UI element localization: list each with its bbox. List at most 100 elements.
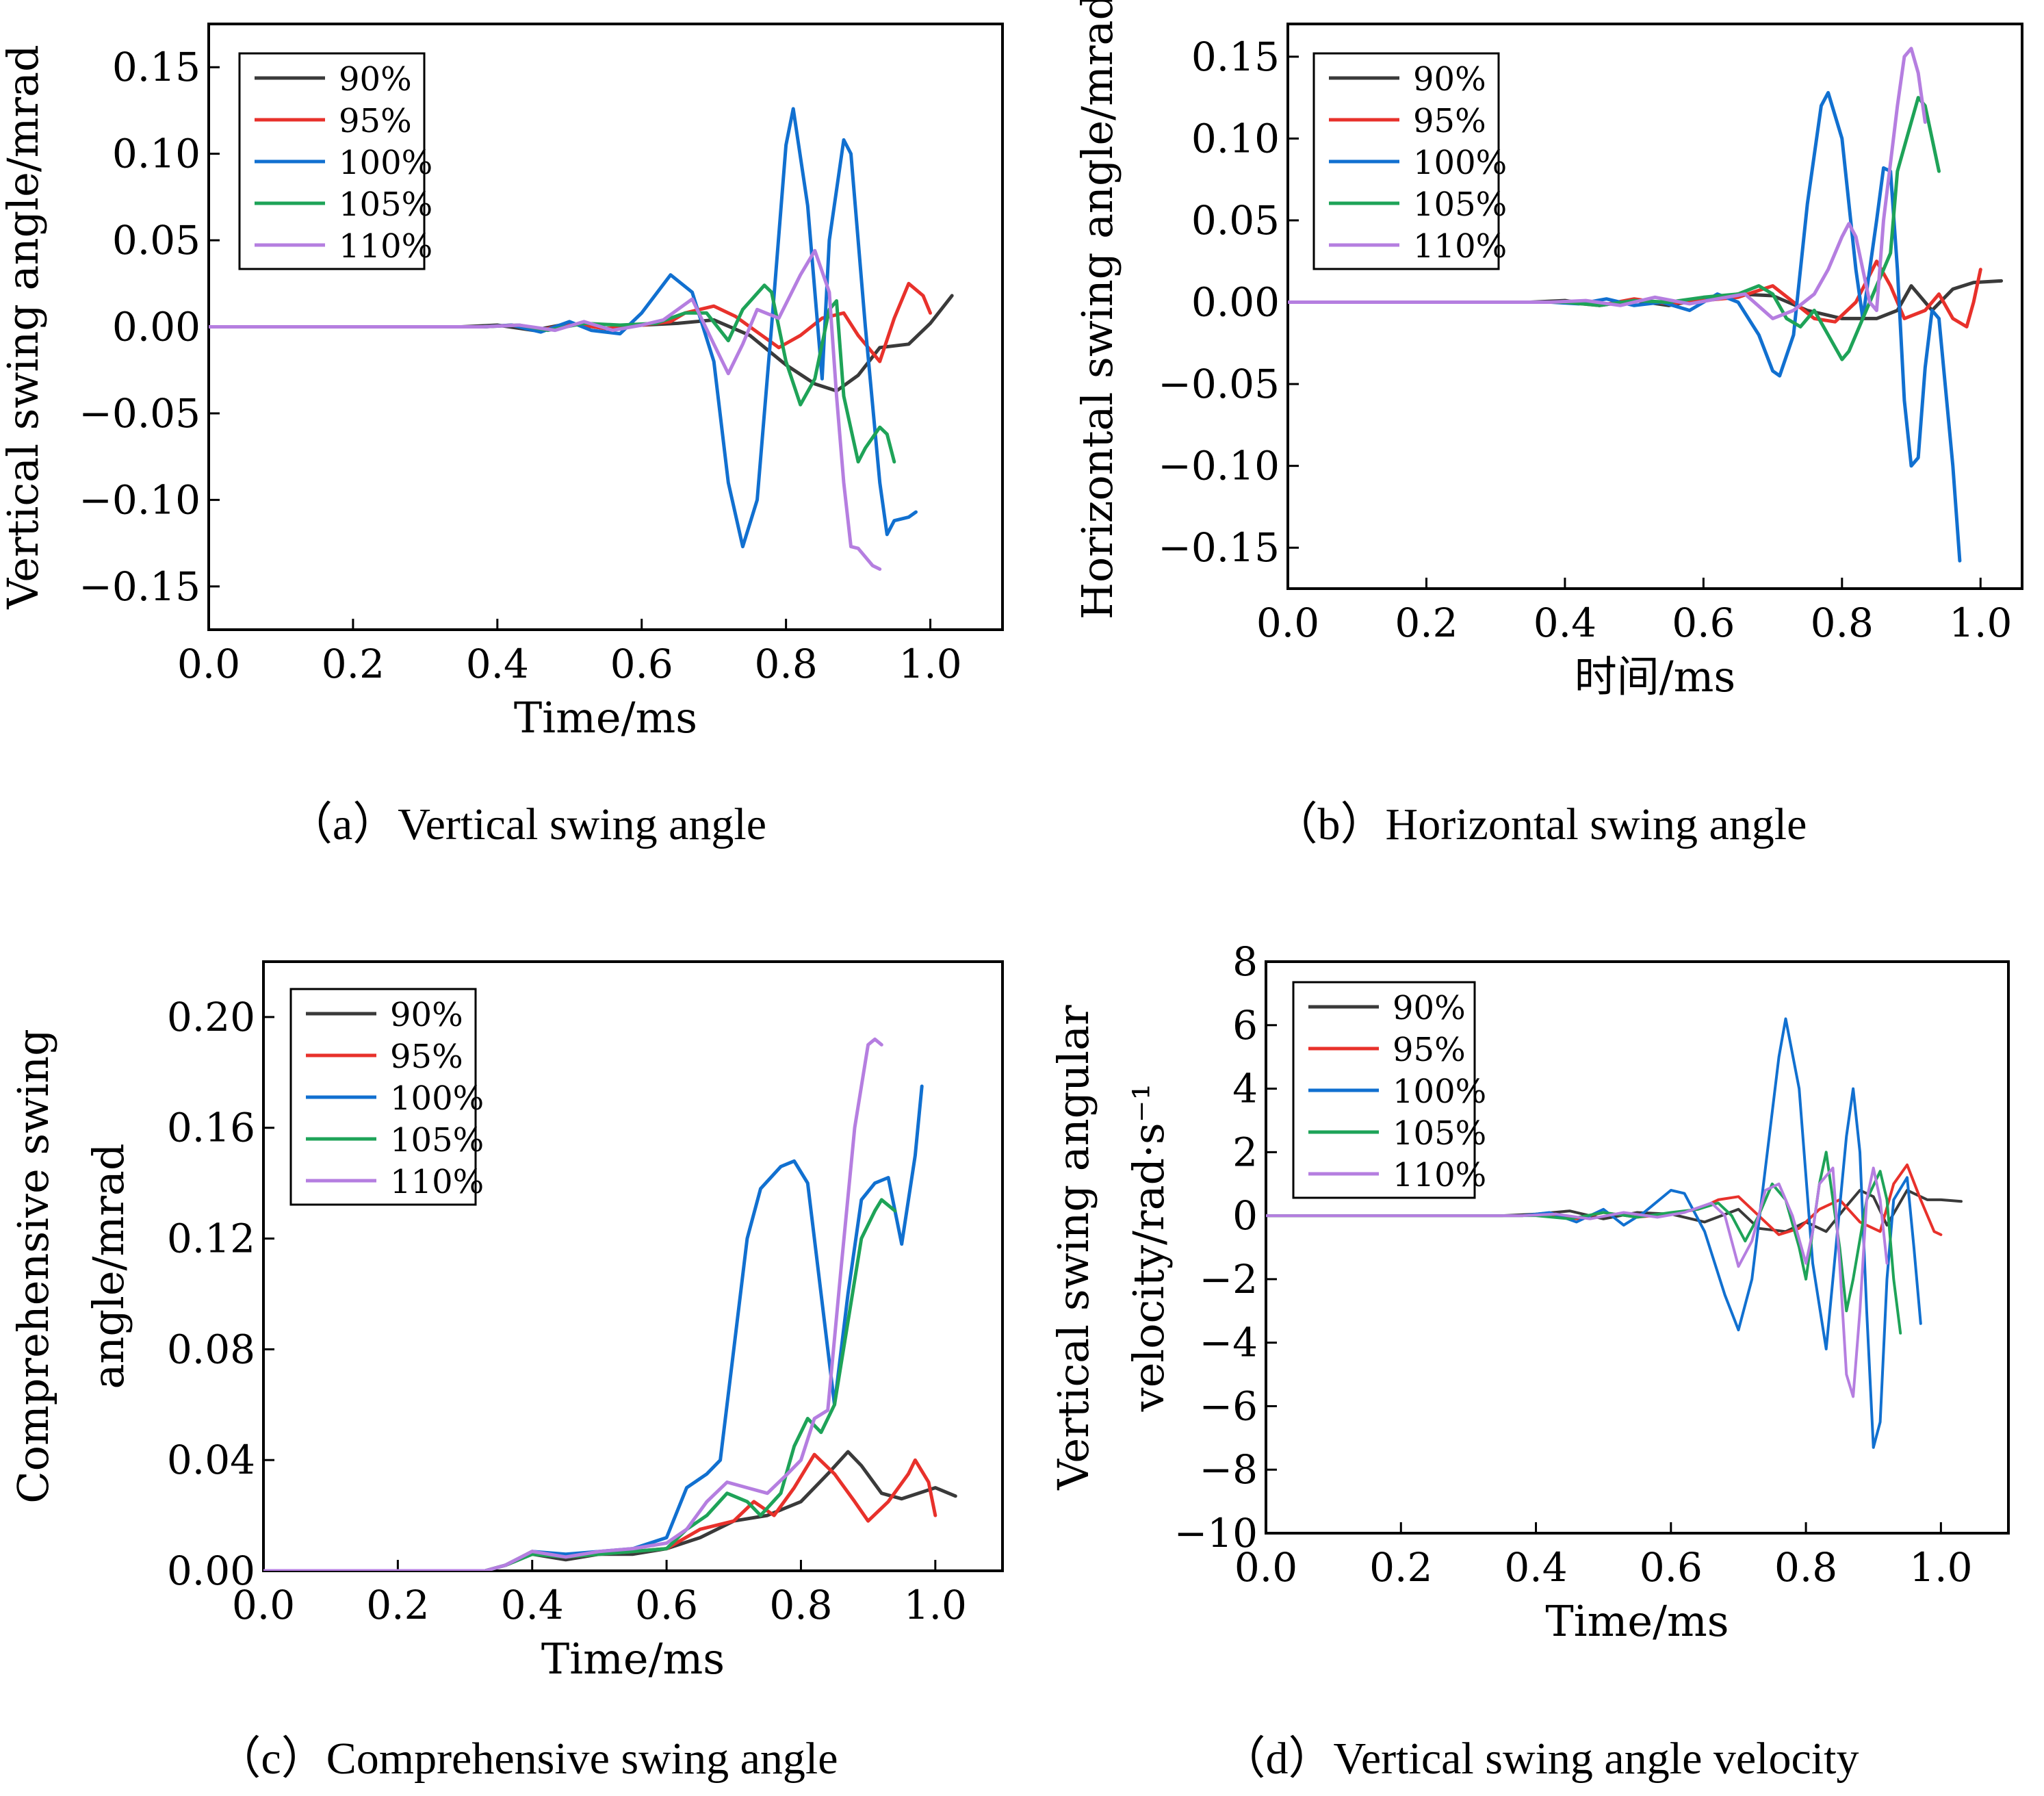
y-tick-label: 0.05 xyxy=(1191,197,1280,244)
y-tick-label: 2 xyxy=(1232,1129,1258,1175)
legend-label: 95% xyxy=(390,1038,463,1076)
chart-panel-d: 0.0 0.2 0.4 0.6 0.8 1.0 8 6 4 2 0 −2 −4 −6 −8 −10 Time/m… xyxy=(1048,938,2010,1646)
legend-label: 90% xyxy=(1413,60,1486,99)
x-tick-label: 0.2 xyxy=(322,641,385,687)
chart-panel-b: 0.0 0.2 0.4 0.6 0.8 1.0 0.15 0.10 0.05 0.00 −0.05 −… xyxy=(1072,0,2023,702)
series-line-100pct xyxy=(1266,1017,1922,1449)
y-tick-label: 4 xyxy=(1232,1066,1258,1112)
legend-label: 105% xyxy=(339,185,432,224)
x-axis-label: Time/ms xyxy=(541,1634,725,1684)
x-tick-label: 0.0 xyxy=(1234,1544,1297,1591)
y-tick-label: −0.05 xyxy=(1158,361,1280,407)
y-axis-label: Vertical swing angle/mrad xyxy=(0,44,48,610)
y-tick-label: 0.00 xyxy=(1191,279,1280,326)
legend: 90%95% 100%105%110% xyxy=(238,52,432,270)
y-tick-label: 0.10 xyxy=(1191,115,1280,162)
legend-label: 110% xyxy=(1393,1156,1486,1194)
x-tick-label: 1.0 xyxy=(898,641,961,687)
caption-a: （a）Vertical swing angle xyxy=(287,799,767,849)
legend-label: 105% xyxy=(1393,1114,1486,1153)
y-tick-label: 0 xyxy=(1232,1192,1258,1239)
y-tick-label: 0.08 xyxy=(167,1326,255,1372)
y-tick-label: 6 xyxy=(1232,1002,1258,1049)
x-tick-label: 0.4 xyxy=(501,1582,564,1628)
series-line-105pct xyxy=(1288,96,1941,361)
x-tick-label: 0.6 xyxy=(1640,1544,1703,1591)
legend-label: 90% xyxy=(339,60,412,99)
plot-frame xyxy=(1286,23,2023,590)
legend-label: 100% xyxy=(1393,1073,1486,1111)
y-tick-label: −0.15 xyxy=(1158,524,1280,571)
y-tick-label: 0.16 xyxy=(167,1105,255,1151)
legend: 90%95%100%105%110% xyxy=(289,988,484,1206)
x-tick-label: 0.8 xyxy=(755,641,818,687)
plot-frame xyxy=(1265,960,2010,1535)
x-tick-label: 0.2 xyxy=(366,1582,429,1628)
series-line-105pct xyxy=(209,283,896,464)
x-tick-label: 0.6 xyxy=(1672,600,1735,646)
legend-label: 95% xyxy=(339,102,412,140)
y-tick-label: −8 xyxy=(1200,1446,1258,1493)
series-line-110pct xyxy=(263,1037,883,1571)
x-tick-label: 0.4 xyxy=(466,641,529,687)
x-tick-label: 0.8 xyxy=(1774,1544,1837,1591)
series-line-110pct xyxy=(209,248,882,571)
y-tick-label: 0.04 xyxy=(167,1437,255,1483)
x-tick-label: 0.0 xyxy=(177,641,240,687)
series-group xyxy=(263,1037,957,1571)
caption-d: （d）Vertical swing angle velocity xyxy=(1220,1734,1859,1784)
legend-label: 95% xyxy=(1393,1031,1466,1069)
y-tick-label: 0.12 xyxy=(167,1216,255,1262)
series-group xyxy=(209,107,954,571)
y-tick-label: −10 xyxy=(1174,1510,1258,1556)
x-axis-label: 时间/ms xyxy=(1575,652,1736,702)
plot-frame xyxy=(262,960,1004,1572)
legend-label: 100% xyxy=(339,144,432,182)
y-tick-label: −4 xyxy=(1200,1320,1258,1366)
series-group xyxy=(1288,47,2004,563)
legend-label: 110% xyxy=(1413,227,1507,266)
x-tick-label: 0.6 xyxy=(635,1582,698,1628)
y-tick-label: 0.05 xyxy=(112,217,200,264)
legend-label: 90% xyxy=(1393,989,1466,1027)
chart-panel-c: 0.0 0.2 0.4 0.6 0.8 1.0 0.20 0.16 0.12 0.08 0.04 0.… xyxy=(8,960,1004,1684)
chart-panel-a: 0.0 0.2 0.4 0.6 0.8 1.0 0.15 0.10 0.05 0.00 −0.05 −… xyxy=(0,23,1004,743)
x-tick-label: 0.4 xyxy=(1504,1544,1567,1591)
y-tick-label: 0.00 xyxy=(167,1548,255,1594)
series-line-100pct xyxy=(209,107,918,549)
x-tick-label: 0.0 xyxy=(232,1582,295,1628)
y-tick-label: −0.05 xyxy=(79,390,200,437)
y-tick-label: 8 xyxy=(1232,938,1258,985)
y-tick-label: 0.15 xyxy=(112,44,200,90)
legend-label: 105% xyxy=(390,1121,484,1159)
y-axis-label: angle/mrad xyxy=(83,1143,133,1389)
y-axis-label: velocity/rad·s⁻¹ xyxy=(1124,1083,1174,1413)
legend: 90% 95% 100%105%110% xyxy=(1292,981,1486,1199)
x-tick-label: 1.0 xyxy=(1909,1544,1972,1591)
caption-c: （c）Comprehensive swing angle xyxy=(216,1734,838,1784)
y-tick-label: −6 xyxy=(1200,1383,1258,1429)
series-line-110pct xyxy=(1288,47,1927,320)
legend-label: 100% xyxy=(390,1079,484,1118)
legend-label: 90% xyxy=(390,996,463,1034)
x-axis-label: Time/ms xyxy=(514,693,697,743)
series-group xyxy=(1266,1017,1963,1449)
x-tick-label: 0.8 xyxy=(769,1582,832,1628)
x-tick-label: 1.0 xyxy=(1949,600,2012,646)
y-tick-label: 0.00 xyxy=(112,304,200,350)
y-axis-label: Horizontal swing angle/mrad xyxy=(1072,0,1122,619)
y-tick-label: −0.15 xyxy=(79,563,200,610)
y-tick-label: 0.15 xyxy=(1191,34,1280,80)
y-tick-label: −2 xyxy=(1200,1256,1258,1303)
series-line-110pct xyxy=(1266,1166,1889,1398)
series-line-105pct xyxy=(263,1198,897,1571)
legend-label: 110% xyxy=(339,227,432,266)
legend-label: 95% xyxy=(1413,102,1486,140)
y-axis-label: Vertical swing angular xyxy=(1048,1005,1098,1491)
y-tick-label: −0.10 xyxy=(1158,443,1280,489)
x-tick-label: 0.8 xyxy=(1811,600,1874,646)
legend-label: 100% xyxy=(1413,144,1507,182)
x-tick-label: 0.2 xyxy=(1395,600,1458,646)
legend-label: 105% xyxy=(1413,185,1507,224)
